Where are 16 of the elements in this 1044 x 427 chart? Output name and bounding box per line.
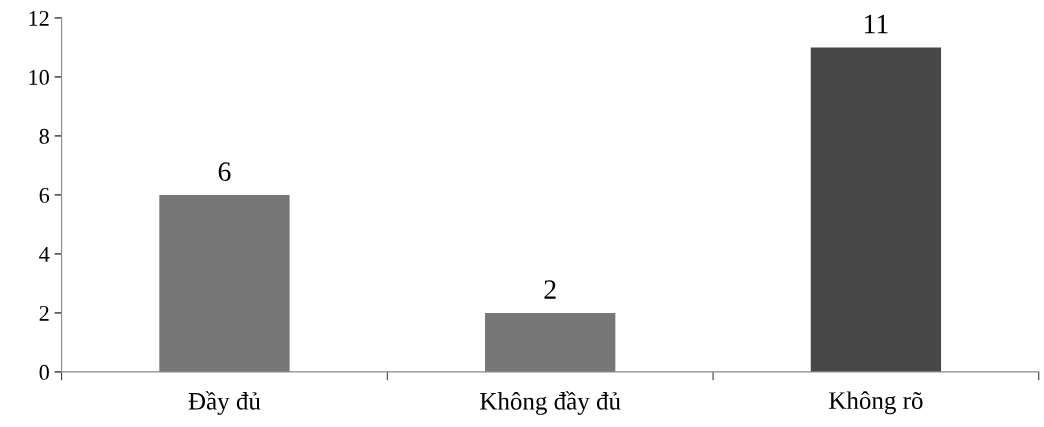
bar (485, 312, 616, 372)
x-tick-label: Không đầy đủ (480, 391, 621, 415)
bar (810, 47, 942, 372)
y-tick-label: 6 (39, 187, 50, 203)
x-tick-label: Không rõ (829, 391, 923, 415)
x-tick-label: Đầy đủ (188, 391, 261, 415)
y-tick-label: 2 (39, 305, 49, 321)
y-tick-label: 4 (39, 247, 50, 262)
data-label: 6 (218, 162, 231, 181)
data-label: 2 (544, 280, 556, 299)
y-tick-label: 0 (39, 364, 49, 380)
y-tick-label: 10 (29, 69, 49, 85)
y-tick-label: 12 (29, 10, 49, 26)
data-label: 11 (864, 14, 888, 34)
bar (159, 194, 290, 372)
y-tick-label: 8 (39, 128, 49, 144)
